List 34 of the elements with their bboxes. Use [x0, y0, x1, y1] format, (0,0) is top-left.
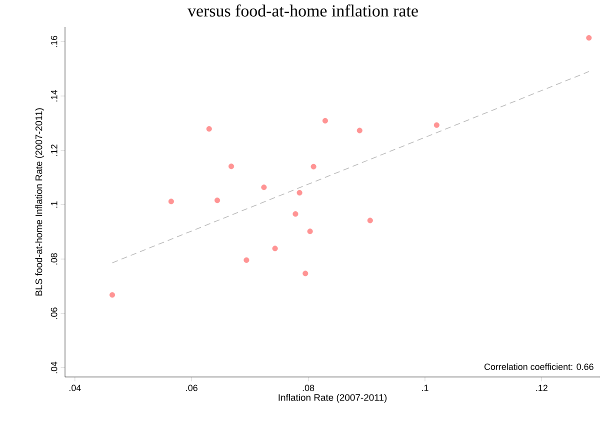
x-tick-label: .04 [70, 384, 81, 392]
point [292, 211, 298, 217]
point [272, 246, 278, 252]
x-tick-label: .1 [422, 384, 428, 391]
x-axis-title: Inflation Rate (2007-2011) [278, 394, 387, 403]
point [109, 292, 116, 298]
point [261, 184, 267, 190]
point [302, 270, 308, 276]
point [214, 198, 220, 204]
point [168, 198, 174, 204]
y-tick-label: .14 [51, 90, 58, 102]
point [296, 190, 302, 196]
point [310, 164, 316, 170]
point [206, 126, 212, 132]
point [434, 122, 440, 128]
chart-title: versus food-at-home inflation rate [188, 4, 418, 17]
point [367, 218, 373, 224]
x-tick-label: .12 [536, 384, 548, 392]
y-tick-label: .1 [51, 201, 58, 208]
point [322, 118, 328, 124]
x-tick-label: .08 [302, 384, 314, 392]
y-tick-label: .06 [50, 308, 58, 319]
y-axis-title: BLS food-at-home Inflation Rate (2007-2011) [35, 108, 44, 296]
point [307, 228, 313, 234]
y-tick-label: .04 [50, 362, 58, 374]
point [586, 35, 592, 41]
y-tick-label: .08 [50, 253, 58, 264]
point [244, 257, 250, 263]
point [356, 128, 362, 134]
x-tick-label: .06 [186, 384, 198, 392]
point [228, 164, 234, 170]
y-tick-label: .12 [50, 144, 58, 156]
annotation: Correlation coefficient: 0.66 [484, 363, 594, 370]
y-tick-label: .16 [50, 36, 58, 48]
